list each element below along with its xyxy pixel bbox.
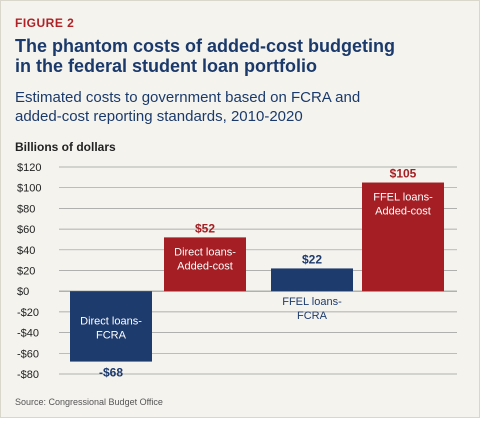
category-label: FCRA bbox=[96, 329, 127, 341]
bar-chart: $120 $100 $80 $60 $40 $20 $0 -$20 -$40 -$60 -$80 -$… bbox=[17, 162, 457, 381]
category-label: Added-cost bbox=[177, 260, 233, 272]
chart-subtitle: Estimated costs to government based on F… bbox=[15, 89, 361, 125]
category-label: Direct loans- bbox=[174, 246, 236, 258]
y-tick-label: $80 bbox=[17, 203, 35, 215]
y-axis-label: Billions of dollars bbox=[15, 140, 116, 154]
data-label: $105 bbox=[390, 167, 417, 181]
figure-label: FIGURE 2 bbox=[15, 16, 75, 30]
data-label: -$68 bbox=[99, 366, 123, 380]
y-tick-label: -$60 bbox=[17, 348, 39, 360]
bar bbox=[271, 268, 353, 292]
y-tick-label: -$80 bbox=[17, 369, 39, 381]
y-tick-label: $20 bbox=[17, 266, 35, 278]
chart-title: The phantom costs of added-cost budgetin… bbox=[15, 36, 395, 76]
y-tick-label: $60 bbox=[17, 224, 35, 236]
category-label: Direct loans- bbox=[80, 315, 142, 327]
y-tick-label: $120 bbox=[17, 162, 41, 174]
y-tick-label: -$40 bbox=[17, 328, 39, 340]
bar bbox=[164, 237, 246, 292]
data-label: $22 bbox=[302, 252, 322, 266]
y-tick-label: -$20 bbox=[17, 307, 39, 319]
y-tick-label: $40 bbox=[17, 245, 35, 257]
y-tick-label: $0 bbox=[17, 286, 29, 298]
category-label: FFEL loans- bbox=[282, 296, 342, 308]
category-label: FCRA bbox=[297, 310, 328, 322]
category-label: FFEL loans- bbox=[373, 192, 433, 204]
category-label: Added-cost bbox=[375, 206, 431, 218]
source-note: Source: Congressional Budget Office bbox=[15, 397, 163, 407]
bar bbox=[362, 182, 444, 292]
figure-panel: FIGURE 2 The phantom costs of added-cost… bbox=[0, 0, 480, 418]
data-label: $52 bbox=[195, 221, 215, 235]
y-tick-label: $100 bbox=[17, 183, 41, 195]
bar bbox=[70, 291, 152, 362]
